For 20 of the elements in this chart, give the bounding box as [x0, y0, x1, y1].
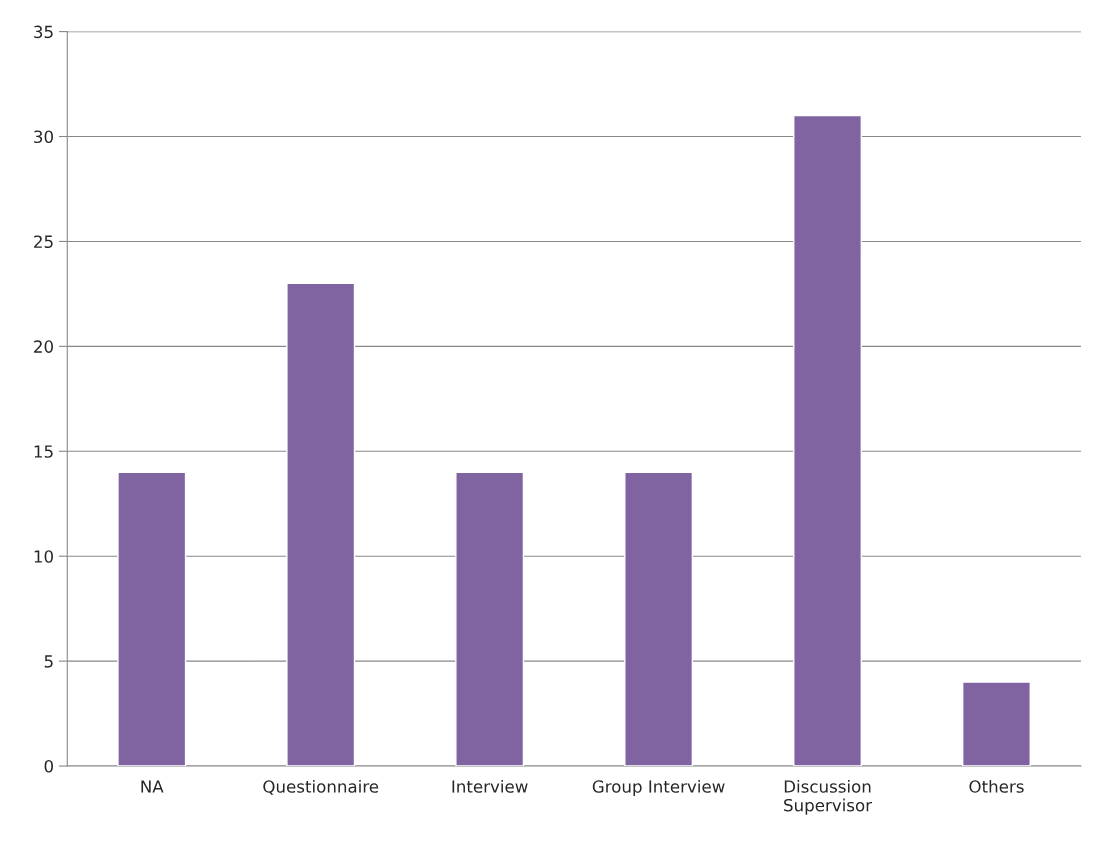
- y-tick-label: 0: [44, 760, 53, 773]
- y-tick-label: 25: [34, 235, 53, 249]
- x-tick-label: Questionnaire: [263, 779, 379, 795]
- y-tick-label: 35: [34, 25, 53, 39]
- bar: [286, 282, 356, 767]
- y-tick-label: 30: [34, 130, 53, 144]
- y-tick-label: 5: [44, 655, 53, 668]
- bar: [455, 471, 525, 767]
- bar: [117, 471, 187, 767]
- x-tick-label: NA: [141, 780, 164, 793]
- y-tick-label: 20: [34, 340, 53, 353]
- x-tick-label: Others: [969, 779, 1024, 793]
- x-tick-label: Group Interview: [592, 779, 725, 797]
- x-tick-label: Interview: [452, 779, 528, 793]
- x-tick-label: Discussion Supervisor: [784, 779, 873, 815]
- bar: [961, 681, 1031, 767]
- y-tick-label: 15: [34, 445, 53, 458]
- y-tick-label: 10: [34, 550, 53, 563]
- bar: [793, 114, 863, 767]
- bar: [624, 471, 694, 767]
